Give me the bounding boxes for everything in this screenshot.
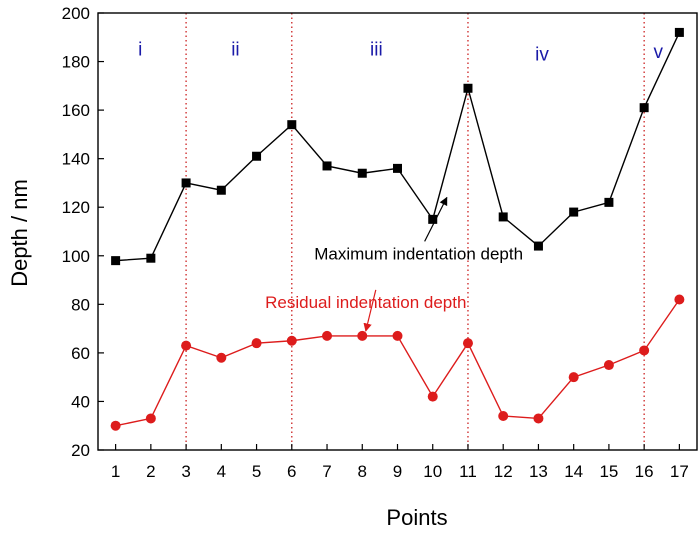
x-tick-label: 5 xyxy=(252,462,261,481)
data-point-circle xyxy=(145,413,156,424)
data-point-square xyxy=(674,27,684,37)
data-point-square xyxy=(146,253,156,263)
x-tick-label: 13 xyxy=(529,462,548,481)
region-label: ii xyxy=(231,39,239,60)
x-tick-label: 7 xyxy=(322,462,331,481)
y-tick-label: 180 xyxy=(62,53,90,72)
data-point-circle xyxy=(498,411,509,422)
data-point-square xyxy=(498,212,508,222)
annotation-arrow xyxy=(424,196,448,242)
x-tick-label: 10 xyxy=(423,462,442,481)
data-point-circle xyxy=(603,360,614,371)
data-point-circle xyxy=(110,420,121,431)
data-point-circle xyxy=(674,294,685,305)
annotation-arrow xyxy=(363,289,377,332)
y-tick-label: 200 xyxy=(62,4,90,23)
data-point-circle xyxy=(392,330,403,341)
region-label: iv xyxy=(535,44,549,65)
annotation-label: Residual indentation depth xyxy=(265,293,466,312)
data-point-circle xyxy=(357,330,368,341)
x-tick-label: 16 xyxy=(635,462,654,481)
annotation-label: Maximum indentation depth xyxy=(314,244,523,263)
x-tick-label: 11 xyxy=(459,462,477,481)
data-point-square xyxy=(252,151,262,161)
data-point-circle xyxy=(216,352,227,363)
data-point-square xyxy=(428,214,438,224)
plot-frame xyxy=(97,12,698,451)
data-point-square xyxy=(181,178,191,188)
y-tick-label: 140 xyxy=(62,150,90,169)
data-point-square xyxy=(533,241,543,251)
y-tick-label: 60 xyxy=(71,344,90,363)
y-tick-label: 20 xyxy=(71,441,90,460)
x-tick-label: 8 xyxy=(358,462,367,481)
region-boundaries xyxy=(185,13,645,450)
data-point-square xyxy=(216,185,226,195)
region-label: i xyxy=(138,39,142,60)
data-point-circle xyxy=(322,330,333,341)
y-tick-label: 100 xyxy=(62,247,90,266)
x-tick-label: 6 xyxy=(287,462,296,481)
data-point-circle xyxy=(533,413,544,424)
region-label: iii xyxy=(370,39,383,60)
x-tick-label: 3 xyxy=(181,462,190,481)
data-point-square xyxy=(569,207,579,217)
data-point-square xyxy=(463,83,473,93)
x-tick-label: 2 xyxy=(146,462,155,481)
data-point-square xyxy=(393,163,402,173)
data-point-circle xyxy=(181,340,192,351)
x-tick-label: 14 xyxy=(564,462,583,481)
x-tick-label: 9 xyxy=(393,462,402,481)
data-point-circle xyxy=(251,338,262,349)
series-layer xyxy=(110,27,685,431)
data-point-square xyxy=(322,161,332,171)
data-point-circle xyxy=(639,345,650,356)
y-tick-label: 80 xyxy=(71,295,90,314)
x-tick-label: 17 xyxy=(670,462,689,481)
data-point-circle xyxy=(286,335,297,346)
y-tick-label: 160 xyxy=(62,101,90,120)
x-tick-label: 4 xyxy=(217,462,226,481)
data-point-square xyxy=(604,197,614,207)
series-line-1 xyxy=(115,32,681,262)
x-tick-label: 12 xyxy=(494,462,513,481)
x-tick-label: 1 xyxy=(111,462,120,481)
y-axis-title: Depth / nm xyxy=(7,179,32,287)
data-point-square xyxy=(111,256,121,266)
x-tick-label: 15 xyxy=(599,462,618,481)
series-line-2 xyxy=(115,299,680,427)
region-label: v xyxy=(653,42,663,63)
data-point-circle xyxy=(427,391,438,402)
data-point-circle xyxy=(462,338,473,349)
y-tick-label: 40 xyxy=(71,392,90,411)
x-axis-title: Points xyxy=(386,505,447,530)
data-point-square xyxy=(639,103,649,113)
data-point-square xyxy=(287,120,297,130)
data-point-square xyxy=(357,168,367,178)
y-tick-label: 120 xyxy=(62,198,90,217)
data-point-circle xyxy=(568,372,579,383)
